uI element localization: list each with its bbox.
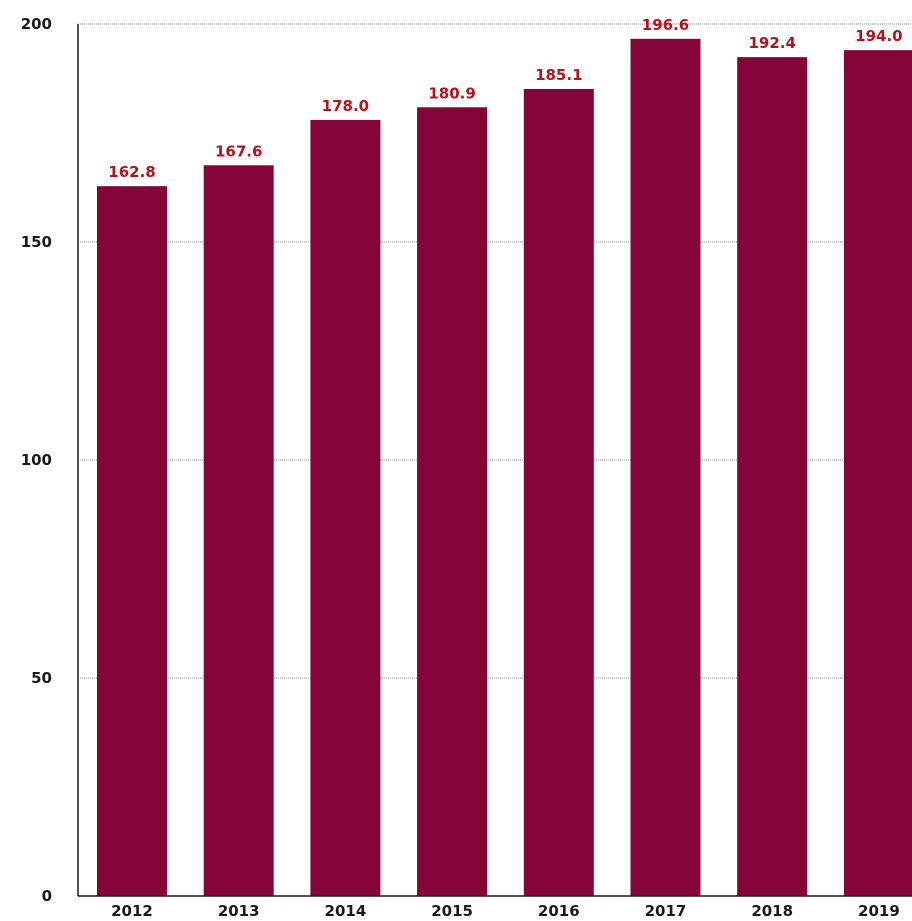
data-label-2017: 196.6: [642, 16, 689, 34]
x-tick-label-2017: 2017: [645, 902, 687, 920]
data-label-2015: 180.9: [428, 84, 475, 102]
y-tick-label: 200: [21, 15, 52, 33]
x-tick-label-2019: 2019: [858, 902, 900, 920]
x-axis-tick-labels: 2012 2013 2014 2015 2016 2017 2018 2019: [111, 902, 900, 920]
x-tick-label-2014: 2014: [325, 902, 367, 920]
x-tick-label-2012: 2012: [111, 902, 153, 920]
data-label-2014: 178.0: [322, 97, 369, 115]
data-label-2016: 185.1: [535, 66, 582, 84]
bar-2018: [737, 57, 808, 897]
x-tick-label-2018: 2018: [751, 902, 793, 920]
bar-2017: [630, 38, 701, 897]
data-label-2013: 167.6: [215, 142, 262, 160]
y-axis-tick-labels: 0 50 100 150 200: [21, 15, 52, 905]
y-tick-label: 0: [42, 887, 52, 905]
y-tick-label: 100: [21, 451, 52, 469]
bar-2014: [310, 119, 381, 897]
bar-2012: [97, 186, 167, 896]
bar-2019: [843, 50, 912, 897]
bar-2015: [417, 107, 488, 896]
data-labels: 162.8 167.6 178.0 180.9 185.1 196.6 192.4 194.0: [108, 16, 902, 181]
y-tick-label: 150: [21, 233, 52, 251]
x-tick-label-2015: 2015: [431, 902, 473, 920]
bar-2013: [203, 165, 274, 896]
data-label-2018: 192.4: [748, 34, 795, 52]
y-tick-label: 50: [31, 669, 52, 687]
data-label-2019: 194.0: [855, 27, 902, 45]
bars: [97, 38, 912, 897]
x-tick-label-2016: 2016: [538, 902, 580, 920]
x-tick-label-2013: 2013: [218, 902, 260, 920]
data-label-2012: 162.8: [108, 163, 155, 181]
bar-2016: [523, 88, 594, 897]
